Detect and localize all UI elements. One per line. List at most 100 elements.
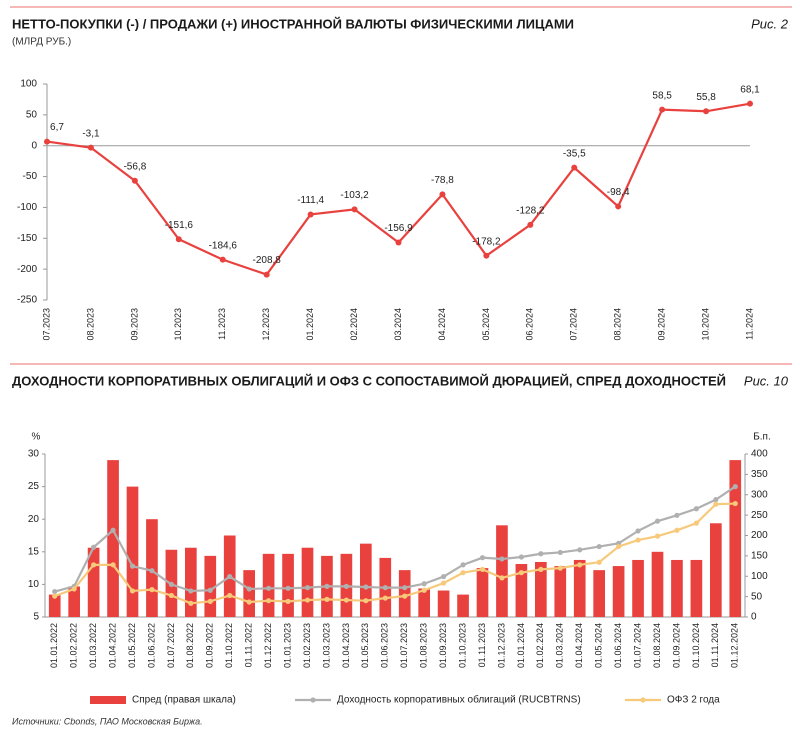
y-tick-label: 30 xyxy=(28,449,40,460)
y2-tick-label: 250 xyxy=(751,510,768,521)
legend-label: Доходность корпоративных облигаций (RUCB… xyxy=(337,694,581,706)
legend-label: ОФЗ 2 года xyxy=(667,695,720,706)
data-point xyxy=(421,581,427,587)
data-point xyxy=(693,506,699,512)
data-point xyxy=(307,211,314,218)
x-tick-label: 01.10.2024 xyxy=(691,623,701,668)
bar xyxy=(146,519,158,617)
data-point xyxy=(343,583,349,589)
data-point xyxy=(382,585,388,591)
data-label: -184,6 xyxy=(209,240,238,251)
data-point xyxy=(207,587,213,593)
data-point xyxy=(441,580,447,586)
data-point xyxy=(518,554,524,560)
data-point xyxy=(246,599,252,605)
data-point xyxy=(91,544,97,550)
data-point xyxy=(395,239,402,246)
data-point xyxy=(439,191,446,198)
x-tick-label: 08.2023 xyxy=(85,308,95,341)
data-point xyxy=(149,587,155,593)
x-tick-label: 01.06.2024 xyxy=(613,623,623,668)
x-tick-label: 09.2023 xyxy=(129,308,139,341)
data-point xyxy=(131,177,138,184)
bar xyxy=(612,566,625,617)
data-label: -151,6 xyxy=(165,220,194,231)
data-label: -128,2 xyxy=(516,205,545,216)
y-tick-label: 50 xyxy=(26,109,38,120)
x-tick-label: 01.01.2023 xyxy=(282,623,292,668)
data-point xyxy=(71,586,77,592)
bar xyxy=(671,559,683,617)
bar xyxy=(690,559,703,617)
data-point xyxy=(538,566,544,573)
data-point xyxy=(168,592,174,599)
data-point xyxy=(518,570,524,576)
data-point xyxy=(483,252,490,259)
data-point xyxy=(557,565,563,571)
bar xyxy=(185,547,197,617)
x-tick-label: 01.06.2022 xyxy=(146,623,156,668)
data-point xyxy=(577,562,583,568)
x-tick-label: 01.11.2023 xyxy=(477,623,487,667)
x-tick-label: 10.2024 xyxy=(700,308,710,341)
data-point xyxy=(674,527,680,533)
x-tick-label: 01.01.2024 xyxy=(516,623,526,668)
data-point xyxy=(227,573,233,580)
data-point xyxy=(188,600,194,606)
data-point xyxy=(382,595,388,601)
y2-tick-label: 200 xyxy=(751,530,768,541)
data-point xyxy=(363,584,369,590)
bar xyxy=(457,594,469,617)
data-point xyxy=(713,501,719,507)
x-tick-label: 01.07.2024 xyxy=(632,623,642,668)
data-point xyxy=(227,592,233,599)
x-tick-label: 03.2024 xyxy=(393,308,403,341)
data-label: -78,8 xyxy=(431,175,454,186)
x-tick-label: 01.05.2022 xyxy=(127,623,137,668)
data-point xyxy=(351,206,358,213)
data-point xyxy=(460,570,466,576)
data-point xyxy=(110,527,116,533)
x-tick-label: 06.2024 xyxy=(525,308,535,341)
data-point xyxy=(479,566,486,573)
bar xyxy=(496,525,508,617)
data-label: -178,2 xyxy=(472,236,501,247)
data-point xyxy=(659,106,666,113)
data-line xyxy=(54,485,736,593)
bar xyxy=(632,559,644,617)
x-tick-label: 01.08.2022 xyxy=(185,623,195,668)
y-tick-label: 15 xyxy=(28,546,40,557)
y2-tick-label: 300 xyxy=(751,489,768,500)
legend-swatch xyxy=(90,696,126,704)
data-point xyxy=(615,203,622,210)
x-tick-label: 01.09.2022 xyxy=(205,623,215,668)
data-point xyxy=(402,585,408,591)
x-tick-label: 01.05.2023 xyxy=(360,623,370,668)
bar xyxy=(204,555,217,617)
x-tick-label: 01.03.2022 xyxy=(88,623,98,668)
data-point xyxy=(441,573,447,580)
data-point xyxy=(304,585,311,591)
bar xyxy=(729,460,742,617)
data-point xyxy=(732,500,738,507)
data-point xyxy=(571,164,578,171)
data-point xyxy=(129,563,136,569)
legend-swatch xyxy=(640,697,646,703)
bar xyxy=(68,586,80,617)
data-point xyxy=(654,518,661,524)
x-tick-label: 01.09.2023 xyxy=(438,623,448,668)
data-point xyxy=(129,588,136,594)
data-point xyxy=(304,597,311,603)
data-point xyxy=(479,555,486,561)
bar xyxy=(282,553,294,617)
y2-tick-label: 150 xyxy=(751,551,768,562)
x-tick-label: 08.2024 xyxy=(613,308,623,341)
x-tick-label: 02.2024 xyxy=(349,308,359,341)
data-label: 58,5 xyxy=(652,90,672,101)
x-tick-label: 11.2024 xyxy=(744,308,754,340)
data-point xyxy=(149,568,155,574)
y-tick-label: -250 xyxy=(17,295,37,306)
bar xyxy=(243,570,255,617)
x-tick-label: 05.2024 xyxy=(481,308,491,341)
bar xyxy=(593,570,605,617)
